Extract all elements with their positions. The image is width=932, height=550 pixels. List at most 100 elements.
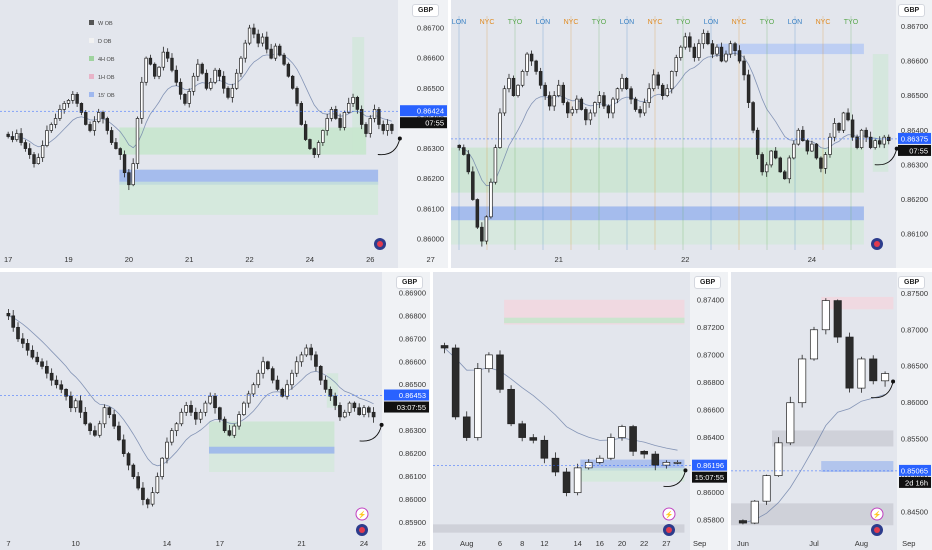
y-tick-label: 0.86100 [901, 230, 928, 239]
candle-body [507, 388, 515, 425]
candle-body [270, 368, 275, 381]
candle-body [334, 109, 338, 119]
candle-body [11, 315, 16, 328]
session-label: TYO [592, 19, 607, 26]
candle-body [280, 388, 285, 397]
x-tick-label: 14 [573, 539, 581, 548]
candle-body [755, 129, 760, 155]
candle-body [855, 136, 859, 148]
candle-body [312, 148, 316, 155]
candle-body [303, 124, 308, 140]
candle-body [570, 109, 575, 114]
candle-body [290, 372, 294, 386]
y-tick-label: 0.86600 [399, 357, 426, 366]
candle-body [778, 157, 782, 173]
y-tick-label: 0.87200 [697, 323, 724, 332]
y-tick-label: 0.86100 [399, 472, 426, 481]
candle-body [511, 77, 516, 96]
currency-label[interactable]: GBP [694, 276, 722, 289]
y-tick-label: 0.87000 [901, 325, 928, 334]
projection-curve [359, 424, 383, 442]
candle-body [19, 133, 23, 143]
candle-body [821, 300, 830, 331]
order-block-zone [772, 430, 894, 447]
lightning-glyph: ⚡ [873, 510, 882, 519]
chart-svg: 0.867000.866000.865000.864000.863000.862… [0, 0, 448, 268]
chart-panel-top-left: 0.867000.866000.865000.864000.863000.862… [0, 0, 448, 268]
session-label: TYO [760, 19, 775, 26]
candle-body [760, 154, 764, 173]
price-tag-box [400, 105, 447, 117]
chart-panel-bottom-middle: 0.87400 0.87200 0.87000 0.86800 0.86600 0.864… [433, 272, 728, 550]
candle-body [246, 393, 251, 404]
candle-body [178, 81, 183, 95]
candle-body [179, 411, 184, 425]
candle-body [475, 199, 480, 228]
candle-body [751, 102, 755, 131]
candle-body [105, 118, 109, 131]
y-tick-label: 0.86200 [399, 449, 426, 458]
candle-body [624, 77, 629, 90]
candle-body [651, 74, 656, 90]
order-block-zone [451, 206, 864, 221]
candle-body [23, 142, 28, 149]
candle-body [857, 358, 866, 389]
candle-body [496, 354, 504, 390]
currency-label[interactable]: GBP [898, 4, 926, 17]
y-tick-label: 0.86500 [417, 84, 444, 93]
candle-body [798, 358, 807, 404]
x-tick-label: 22 [245, 255, 253, 264]
candle-body [783, 171, 787, 180]
currency-label[interactable]: GBP [898, 276, 926, 289]
candle-body [381, 124, 385, 131]
currency-label[interactable]: GBP [396, 276, 424, 289]
candle-body [193, 411, 198, 420]
candle-body [660, 84, 665, 96]
candle-body [122, 154, 127, 174]
x-tick-label: 27 [426, 255, 434, 264]
y-tick-label: 0.86600 [417, 54, 444, 63]
candle-body [602, 95, 606, 107]
candle-body [79, 103, 84, 113]
candle-body [480, 226, 484, 242]
candle-body [200, 63, 204, 74]
y-tick-label: 0.86400 [697, 433, 724, 442]
candle-body [692, 46, 697, 58]
candle-body [20, 338, 25, 344]
chart-svg: 0.87500 0.87000 0.86500 0.86000 0.85500 0.850… [731, 272, 932, 550]
candle-body [738, 520, 747, 524]
legend-swatch [89, 74, 94, 79]
candle-body [282, 54, 286, 65]
candle-body [607, 437, 615, 459]
x-tick-label: Aug [460, 539, 473, 548]
candle-body [239, 57, 243, 74]
candle-body [706, 32, 710, 45]
y-tick-label: 0.86100 [417, 204, 444, 213]
y-tick-label: 0.86200 [901, 195, 928, 204]
candle-body [145, 499, 150, 505]
candle-body [368, 118, 372, 134]
currency-label[interactable]: GBP [412, 4, 440, 17]
candle-body [474, 368, 482, 438]
session-label: LON [704, 19, 718, 26]
candle-body [265, 36, 269, 50]
candle-body [161, 51, 166, 68]
candle-body [629, 88, 633, 100]
candle-body [109, 130, 114, 143]
candle-body [733, 43, 737, 51]
x-tick-label: Sep [902, 539, 915, 548]
logo-badge-dot [874, 241, 880, 247]
candle-body [656, 74, 660, 86]
candle-body [153, 63, 157, 77]
candle-body [15, 133, 19, 140]
candle-body [252, 27, 256, 35]
candle-body [93, 430, 97, 436]
candle-body [338, 405, 342, 418]
x-tick-label: 21 [185, 255, 193, 264]
order-block-zone [209, 446, 335, 454]
candle-body [809, 329, 819, 360]
y-tick-label: 0.86300 [399, 426, 426, 435]
candle-body [371, 411, 376, 418]
candle-body [45, 130, 49, 146]
candle-body [355, 97, 360, 110]
